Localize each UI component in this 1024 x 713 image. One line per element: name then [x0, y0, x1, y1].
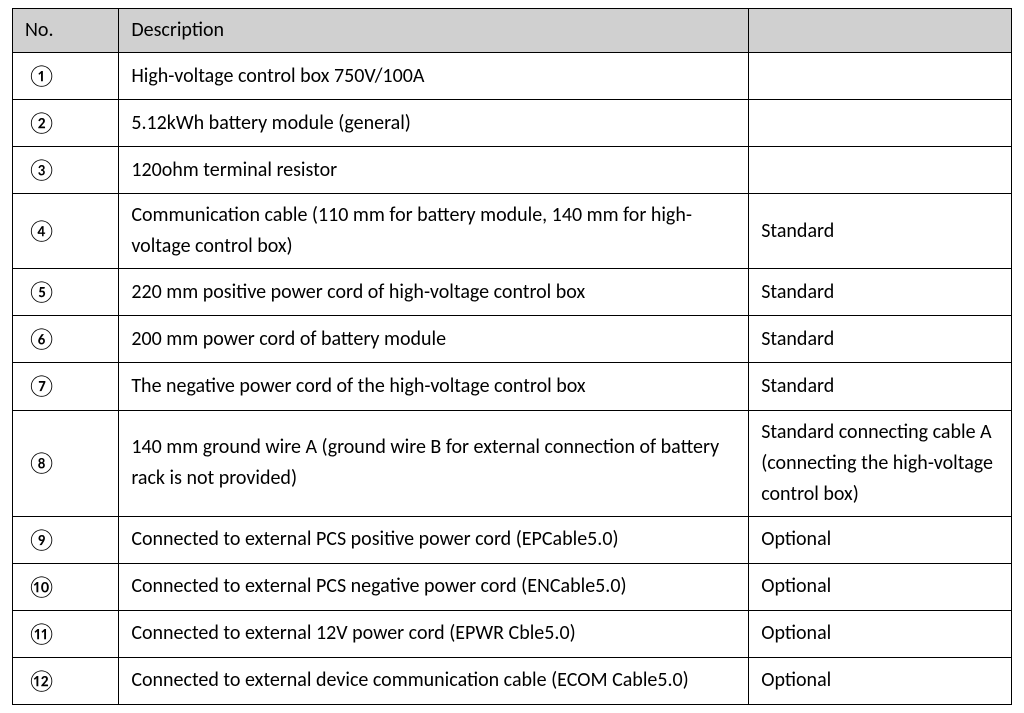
circled-number-icon: ⑩	[27, 570, 56, 604]
table-row: ② 5.12kWh battery module (general)	[13, 100, 1012, 147]
table-row: ① High-voltage control box 750V/100A	[13, 53, 1012, 100]
header-no: No.	[13, 9, 119, 53]
circled-number-icon: ⑫	[27, 664, 56, 698]
table-row: ⑧ 140 mm ground wire A (ground wire B fo…	[13, 410, 1012, 516]
cell-description: Connected to external PCS positive power…	[119, 516, 749, 563]
circled-number-icon: ⑥	[27, 322, 56, 356]
cell-no: ⑪	[13, 610, 119, 657]
table-row: ⑤ 220 mm positive power cord of high-vol…	[13, 269, 1012, 316]
header-note	[749, 9, 1012, 53]
table-row: ⑩ Connected to external PCS negative pow…	[13, 563, 1012, 610]
cell-no: ⑨	[13, 516, 119, 563]
cell-description: 140 mm ground wire A (ground wire B for …	[119, 410, 749, 516]
cell-no: ⑥	[13, 316, 119, 363]
cell-description: 5.12kWh battery module (general)	[119, 100, 749, 147]
cell-description: High-voltage control box 750V/100A	[119, 53, 749, 100]
circled-number-icon: ⑤	[27, 275, 56, 309]
header-description: Description	[119, 9, 749, 53]
cell-description: Connected to external PCS negative power…	[119, 563, 749, 610]
cell-note: Optional	[749, 657, 1012, 704]
cell-no: ⑩	[13, 563, 119, 610]
cell-no: ④	[13, 194, 119, 269]
cell-note: Standard	[749, 269, 1012, 316]
circled-number-icon: ①	[27, 59, 56, 93]
cell-no: ②	[13, 100, 119, 147]
cell-note: Optional	[749, 516, 1012, 563]
cell-note: Optional	[749, 563, 1012, 610]
circled-number-icon: ⑨	[27, 523, 56, 557]
circled-number-icon: ⑦	[27, 369, 56, 403]
circled-number-icon: ③	[27, 153, 56, 187]
component-spec-table: No. Description ① High-voltage control b…	[12, 8, 1012, 705]
circled-number-icon: ⑧	[27, 446, 56, 480]
cell-no: ①	[13, 53, 119, 100]
circled-number-icon: ④	[27, 214, 56, 248]
table-header-row: No. Description	[13, 9, 1012, 53]
cell-note	[749, 53, 1012, 100]
table-row: ④ Communication cable (110 mm for batter…	[13, 194, 1012, 269]
table-row: ⑦ The negative power cord of the high-vo…	[13, 363, 1012, 410]
cell-description: Connected to external 12V power cord (EP…	[119, 610, 749, 657]
cell-description: 200 mm power cord of battery module	[119, 316, 749, 363]
cell-no: ⑧	[13, 410, 119, 516]
cell-no: ⑦	[13, 363, 119, 410]
cell-no: ⑤	[13, 269, 119, 316]
table-row: ⑫ Connected to external device communica…	[13, 657, 1012, 704]
cell-note: Standard connecting cable A (connecting …	[749, 410, 1012, 516]
cell-note	[749, 100, 1012, 147]
circled-number-icon: ②	[27, 106, 56, 140]
table-row: ⑥ 200 mm power cord of battery module St…	[13, 316, 1012, 363]
cell-note: Standard	[749, 194, 1012, 269]
cell-description: Communication cable (110 mm for battery …	[119, 194, 749, 269]
cell-note	[749, 147, 1012, 194]
cell-note: Optional	[749, 610, 1012, 657]
cell-note: Standard	[749, 316, 1012, 363]
cell-description: 220 mm positive power cord of high-volta…	[119, 269, 749, 316]
cell-description: The negative power cord of the high-volt…	[119, 363, 749, 410]
table-row: ⑪ Connected to external 12V power cord (…	[13, 610, 1012, 657]
table-row: ③ 120ohm terminal resistor	[13, 147, 1012, 194]
cell-description: 120ohm terminal resistor	[119, 147, 749, 194]
cell-no: ⑫	[13, 657, 119, 704]
circled-number-icon: ⑪	[27, 617, 56, 651]
cell-note: Standard	[749, 363, 1012, 410]
table-row: ⑨ Connected to external PCS positive pow…	[13, 516, 1012, 563]
cell-no: ③	[13, 147, 119, 194]
cell-description: Connected to external device communicati…	[119, 657, 749, 704]
